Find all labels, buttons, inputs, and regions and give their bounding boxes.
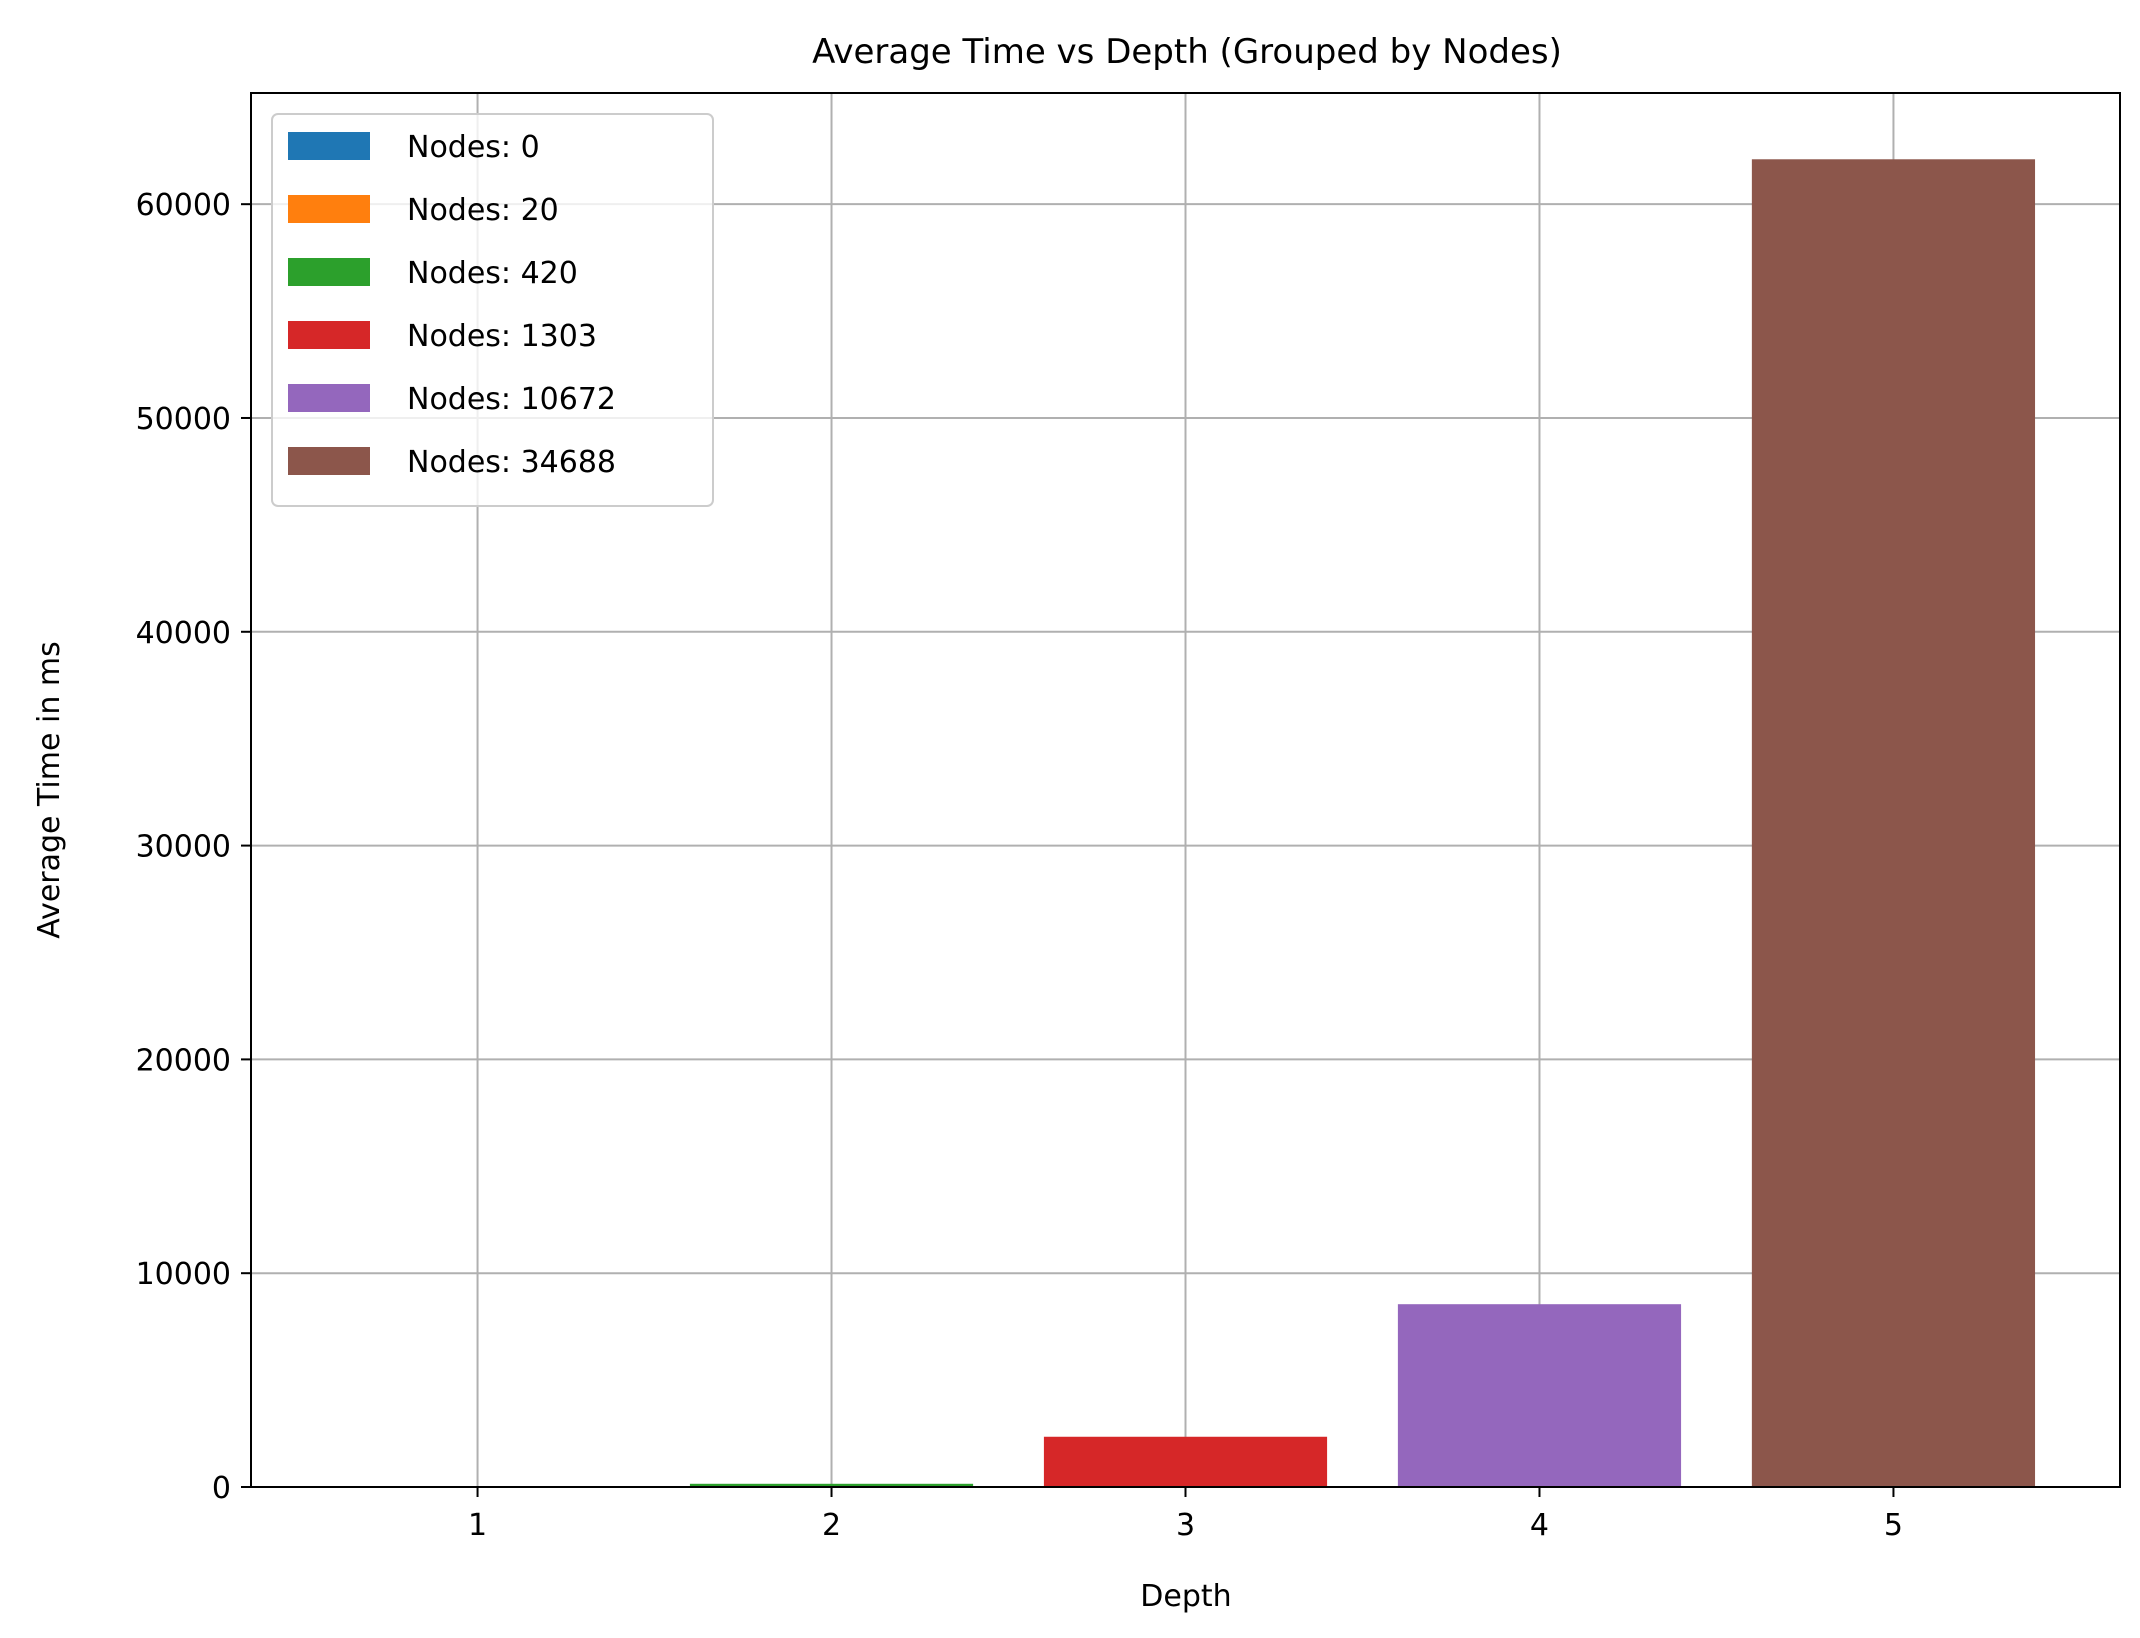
legend-label: Nodes: 34688 [407, 445, 616, 480]
bar-series-4 [1043, 1436, 1328, 1487]
y-tick-label: 60000 [136, 188, 231, 223]
x-tick-label: 1 [468, 1508, 487, 1543]
legend-label: Nodes: 10672 [407, 382, 616, 417]
x-tick-label: 3 [1176, 1508, 1195, 1543]
bar-series-3 [689, 1483, 974, 1487]
y-tick-label: 20000 [136, 1043, 231, 1078]
y-tick-label: 0 [212, 1471, 231, 1506]
y-tick-label: 30000 [136, 830, 231, 865]
legend-swatch [288, 132, 370, 160]
x-axis-label: Depth [1140, 1579, 1231, 1614]
legend-swatch [288, 384, 370, 412]
bar-series-5 [1397, 1304, 1682, 1487]
y-axis-label: Average Time in ms [32, 641, 67, 938]
chart-title: Average Time vs Depth (Grouped by Nodes) [812, 32, 1562, 72]
x-tick-label: 2 [822, 1508, 841, 1543]
legend-box [271, 113, 714, 507]
legend-label: Nodes: 1303 [407, 319, 597, 354]
legend-swatch [288, 195, 370, 223]
x-axis-ticks: 1 2 3 4 5 [468, 1487, 1903, 1543]
legend-label: Nodes: 0 [407, 130, 540, 165]
y-axis-ticks: 0 10000 20000 30000 40000 50000 60000 [136, 188, 251, 1506]
x-tick-label: 5 [1884, 1508, 1903, 1543]
legend-label: Nodes: 420 [407, 256, 578, 291]
legend-label: Nodes: 20 [407, 193, 559, 228]
y-tick-label: 40000 [136, 616, 231, 651]
legend: Nodes: 0 Nodes: 20 Nodes: 420 Nodes: 1303 No… [271, 113, 714, 507]
y-tick-label: 50000 [136, 402, 231, 437]
legend-swatch [288, 258, 370, 286]
legend-swatch [288, 321, 370, 349]
bar-series-6 [1751, 159, 2036, 1487]
bars [335, 159, 2036, 1487]
x-tick-label: 4 [1530, 1508, 1549, 1543]
legend-swatch [288, 447, 370, 475]
y-tick-label: 10000 [136, 1257, 231, 1292]
